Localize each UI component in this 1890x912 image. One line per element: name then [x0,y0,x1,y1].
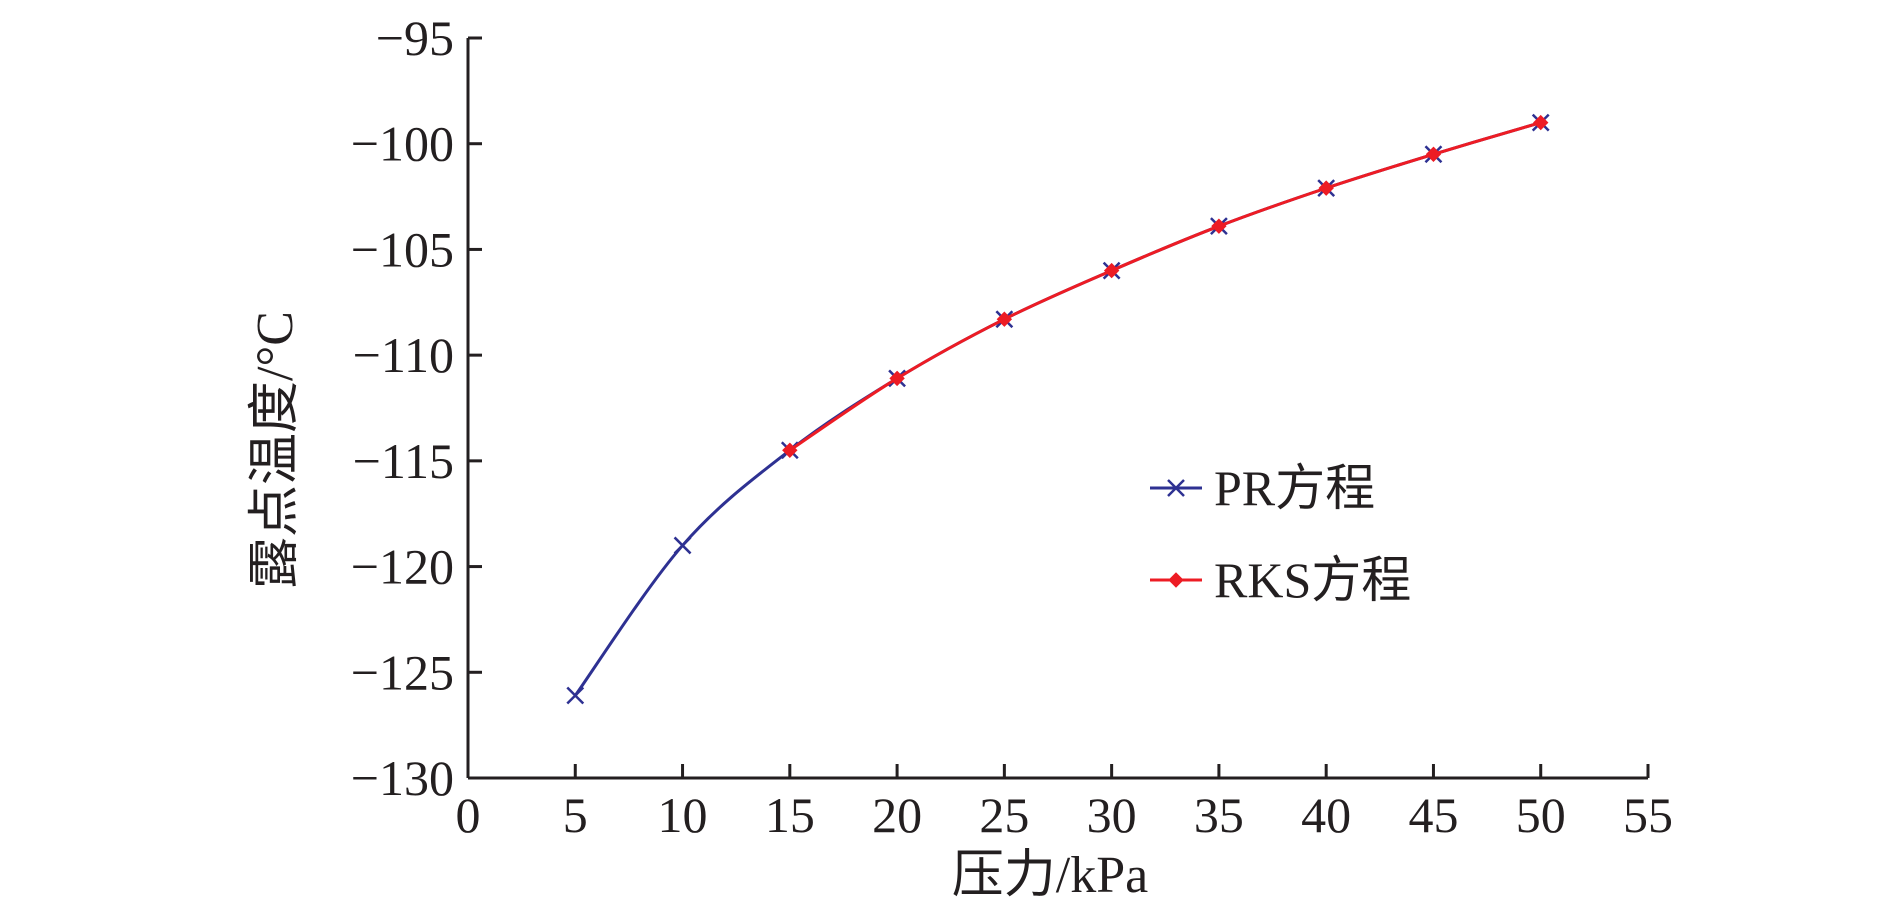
x-tick-label: 15 [765,787,815,843]
legend-marker [1168,572,1184,588]
data-point [782,442,798,458]
legend-item: RKS方程 [1150,552,1411,608]
y-tick-label: −100 [351,116,454,172]
x-axis-title: 压力/kPa [952,847,1148,904]
series-line [788,121,1542,452]
legend: PR方程 RKS方程 [1150,460,1411,608]
x-tick-label: 0 [456,787,481,843]
series-1 [566,113,1550,705]
x-tick-label: 25 [979,787,1029,843]
data-point [1425,146,1442,162]
data-point [1103,262,1120,279]
data-point [889,370,905,387]
series-2 [782,114,1549,458]
y-tick-label: −125 [351,644,454,700]
x-tick-label: 55 [1623,787,1673,843]
x-tick-label: 5 [563,787,588,843]
axes [466,38,1648,780]
y-tick-label: −130 [351,750,454,806]
data-point [1318,180,1334,196]
data-point [996,311,1013,327]
data-point [1533,114,1549,131]
x-tick-label: 10 [658,787,708,843]
y-tick-label: −120 [351,539,454,595]
series-layer [566,113,1550,705]
x-tick-label: 45 [1408,787,1458,843]
x-tick-label: 40 [1301,787,1351,843]
x-tick-label: 20 [872,787,922,843]
y-axis-ticks: −95 −100 −105 −110 −115 −120 −125 −130 [351,10,482,806]
legend-marker [1167,479,1185,497]
y-tick-label: −115 [353,433,454,489]
legend-label: PR方程 [1214,460,1375,516]
data-point [566,686,585,705]
legend-item: PR方程 [1150,460,1375,516]
x-tick-label: 30 [1087,787,1137,843]
series-line [574,121,1542,697]
y-axis-title: 露点温度/°C [247,311,304,589]
x-tick-label: 35 [1194,787,1244,843]
x-tick-label: 50 [1516,787,1566,843]
y-tick-label: −110 [353,327,454,383]
data-point [673,536,692,555]
x-axis-ticks: 0 5 10 15 20 25 30 35 40 45 50 55 [456,764,1673,843]
y-tick-label: −95 [376,10,454,66]
y-tick-label: −105 [351,221,454,277]
legend-label: RKS方程 [1214,552,1411,608]
data-point [1211,218,1227,234]
